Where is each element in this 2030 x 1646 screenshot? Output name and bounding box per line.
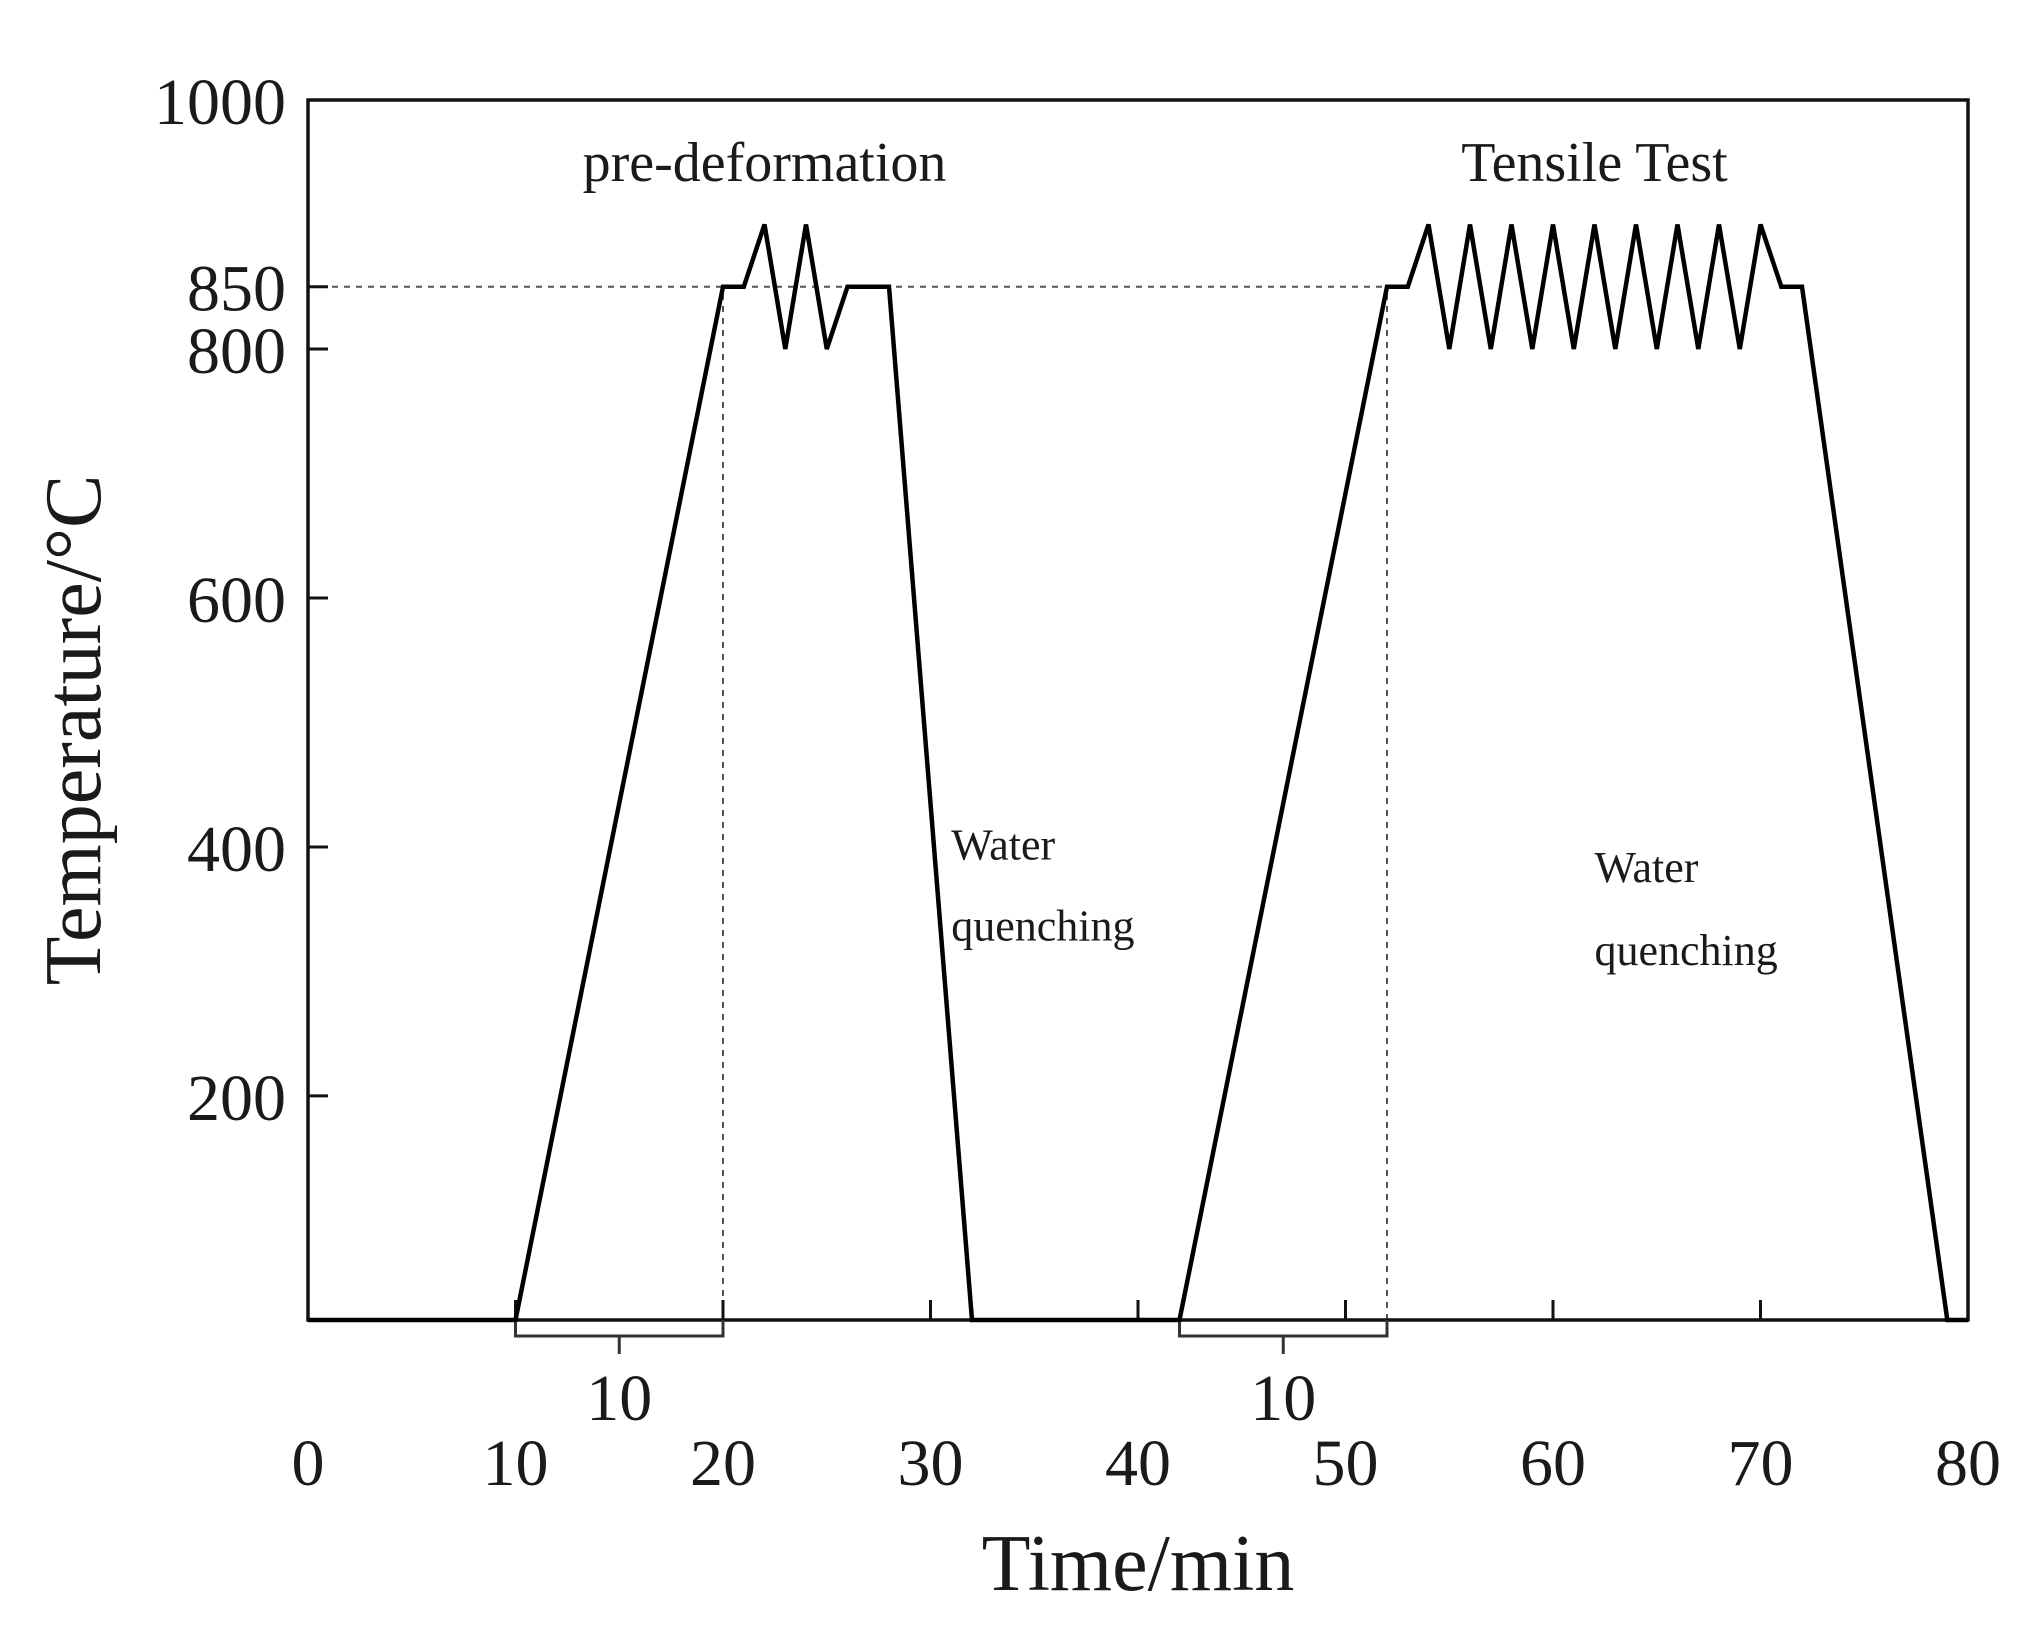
y-tick-label-850: 850 xyxy=(187,253,286,326)
x-tick-label-30: 30 xyxy=(898,1427,964,1500)
x-tick-label-20: 20 xyxy=(690,1427,756,1500)
y-tick-label-600: 600 xyxy=(187,564,286,637)
y-tick-label-1000: 1000 xyxy=(154,66,286,139)
annotation-3: quenching xyxy=(951,901,1134,950)
x-tick-label-80: 80 xyxy=(1935,1427,2001,1500)
x-tick-label-60: 60 xyxy=(1520,1427,1586,1500)
temperature-profile-line xyxy=(308,223,1968,1323)
y-tick-label-800: 800 xyxy=(187,315,286,388)
x-tick-label-40: 40 xyxy=(1105,1427,1171,1500)
x-axis-ticks: 0 10 20 30 40 50 60 70 80 xyxy=(292,1300,2001,1500)
reference-lines xyxy=(308,285,1388,1320)
duration-bracket-label-0: 10 xyxy=(586,1362,652,1435)
duration-bracket-1 xyxy=(1178,1320,1389,1338)
y-tick-label-200: 200 xyxy=(187,1062,286,1135)
y-tick-label-400: 400 xyxy=(187,813,286,886)
annotation-1: Tensile Test xyxy=(1461,132,1728,194)
duration-brackets: 10 10 xyxy=(514,1320,1389,1435)
annotation-4: Water xyxy=(1595,843,1699,892)
annotation-0: pre-deformation xyxy=(583,132,947,194)
plot-frame xyxy=(306,98,1970,1322)
y-axis-title: Temperature/°C xyxy=(30,475,118,986)
annotations: pre-deformation Tensile Test Water quenchin… xyxy=(583,132,1778,975)
x-tick-label-50: 50 xyxy=(1313,1427,1379,1500)
duration-bracket-label-1: 10 xyxy=(1250,1362,1316,1435)
x-axis-title: Time/min xyxy=(982,1520,1295,1608)
duration-bracket-0 xyxy=(514,1320,725,1338)
x-tick-label-0: 0 xyxy=(292,1427,325,1500)
x-tick-label-70: 70 xyxy=(1728,1427,1794,1500)
annotation-5: quenching xyxy=(1595,926,1778,975)
x-tick-label-10: 10 xyxy=(483,1427,549,1500)
annotation-2: Water xyxy=(951,820,1055,869)
